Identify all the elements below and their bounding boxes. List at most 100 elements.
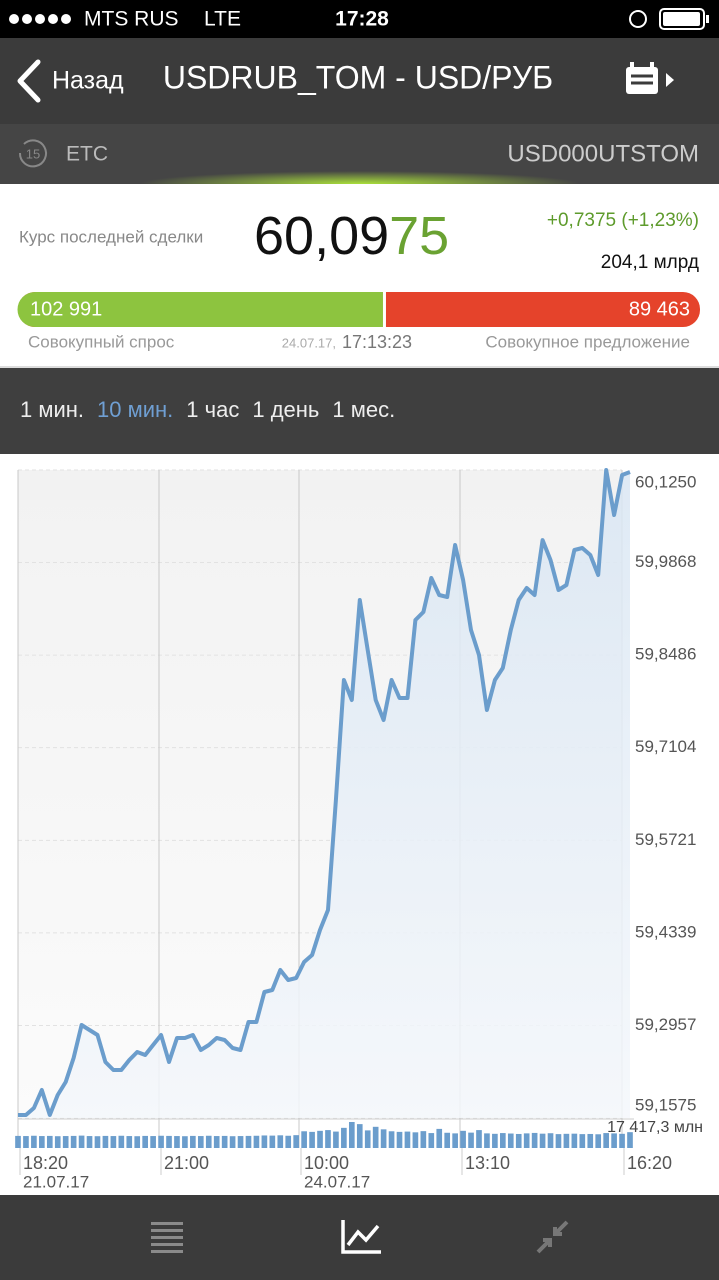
chart-button[interactable] <box>341 1220 381 1254</box>
volume-bar <box>348 1122 355 1148</box>
volume-bar <box>118 1135 125 1148</box>
x-tick-label: 16:20 <box>627 1153 672 1173</box>
status-bar <box>0 0 719 38</box>
interval-tab[interactable]: 10 мин. <box>97 397 173 422</box>
volume-bar <box>301 1131 307 1148</box>
volume-bar <box>23 1136 29 1148</box>
volume-bar <box>78 1135 85 1148</box>
volume-bar <box>547 1133 554 1148</box>
volume-bar <box>134 1136 141 1148</box>
volume-bar <box>500 1133 506 1148</box>
volume-bar <box>507 1133 514 1148</box>
volume-bar <box>190 1135 196 1148</box>
nav-bar <box>0 38 719 124</box>
battery-level <box>663 12 700 26</box>
signal <box>9 14 71 24</box>
interval-tab[interactable]: 1 час <box>186 397 239 422</box>
calendar-button[interactable] <box>626 62 674 94</box>
collapse-button[interactable] <box>536 1220 569 1254</box>
bid-bar <box>17 292 383 327</box>
market: ETC <box>66 143 108 166</box>
volume-bar <box>285 1135 292 1148</box>
y-tick-label: 59,5721 <box>635 830 696 849</box>
x-tick-label: 21:00 <box>164 1153 209 1173</box>
delay: 15 <box>26 146 40 161</box>
tab-bar <box>0 368 719 454</box>
interval-tab[interactable]: 1 мес. <box>332 397 395 422</box>
volume-bar <box>484 1133 490 1148</box>
glow <box>140 158 580 184</box>
y-tick-label: 59,2957 <box>635 1015 696 1034</box>
interval-tab[interactable]: 1 день <box>252 397 319 422</box>
volume-bar <box>388 1131 395 1148</box>
x-tick-label: 18:20 <box>23 1153 68 1173</box>
volume-bar <box>468 1132 474 1148</box>
network: LTE <box>204 8 241 31</box>
quote-time: 17:13:23 <box>342 332 412 352</box>
y-tick-label: 60,1250 <box>635 472 696 491</box>
volume-bar <box>563 1133 570 1148</box>
volume-bar <box>221 1135 228 1148</box>
y-tick-label: 59,9868 <box>635 552 696 571</box>
volume-bar <box>436 1128 443 1148</box>
divider <box>0 366 719 368</box>
volume-bar <box>62 1136 69 1148</box>
interval-tab[interactable]: 1 мин. <box>20 397 84 422</box>
quote-date: 24.07.17, <box>282 335 336 350</box>
battery-tip <box>706 15 709 23</box>
volume-bar <box>587 1133 594 1148</box>
volume-bar <box>412 1132 419 1148</box>
volume-bar <box>39 1136 45 1148</box>
volume-bar <box>150 1136 156 1148</box>
volume-bar <box>166 1135 172 1148</box>
volume-bar <box>531 1132 538 1148</box>
volume-bar <box>595 1134 602 1148</box>
volume-bar <box>205 1135 212 1148</box>
volume-bar <box>380 1129 387 1148</box>
volume-bar <box>611 1133 617 1148</box>
interval-tabs: 1 мин. 10 мин. 1 час 1 день 1 мес. <box>20 397 395 422</box>
volume-bar <box>476 1130 482 1148</box>
volume-bar <box>102 1135 109 1148</box>
clock: 17:28 <box>335 8 389 31</box>
lock-icon <box>629 10 647 28</box>
y-tick-label: 59,8486 <box>635 645 696 664</box>
ask-caption: Совокупное предложение <box>485 332 690 351</box>
delay-icon <box>18 139 47 168</box>
volume-bar <box>261 1135 268 1148</box>
volume-bar <box>94 1136 101 1148</box>
volume-bar <box>142 1135 148 1148</box>
volume-bar <box>444 1132 451 1148</box>
volume-bar <box>158 1135 164 1148</box>
volume-bar <box>619 1133 625 1148</box>
volume-bar <box>317 1130 323 1148</box>
change: +0,7375 (+1,23%) <box>547 210 699 231</box>
y-tick-label: 59,1575 <box>635 1095 696 1114</box>
volume-bar <box>126 1136 133 1148</box>
quote-label: Курс последней сделки <box>19 227 203 246</box>
volume-bar <box>245 1135 252 1148</box>
x-date-label: 21.07.17 <box>23 1172 89 1191</box>
price-tail: 75 <box>389 206 449 266</box>
list-button[interactable] <box>151 1222 183 1253</box>
volume-bar <box>309 1131 315 1148</box>
volume-bar <box>404 1131 411 1148</box>
price-main: 60,09 <box>254 206 389 266</box>
back-button[interactable]: Назад <box>52 67 124 95</box>
price-area <box>18 470 630 1118</box>
volume-bar <box>46 1135 53 1148</box>
volume-bar <box>293 1135 300 1148</box>
volume-bar <box>579 1134 586 1148</box>
x-tick-label: 10:00 <box>304 1153 349 1173</box>
back-arrow[interactable] <box>17 59 41 103</box>
volume-bar <box>333 1131 339 1148</box>
bid-caption: Совокупный спрос <box>28 332 175 351</box>
ask-value: 89 463 <box>629 298 690 320</box>
volume-bar <box>627 1132 633 1148</box>
volume-bar <box>54 1136 61 1148</box>
volume-bar <box>452 1133 458 1148</box>
security-code: USD000UTSTOM <box>507 140 699 167</box>
volume-max-label: 17 417,3 млн <box>607 1119 703 1136</box>
volume-bar <box>86 1136 93 1148</box>
